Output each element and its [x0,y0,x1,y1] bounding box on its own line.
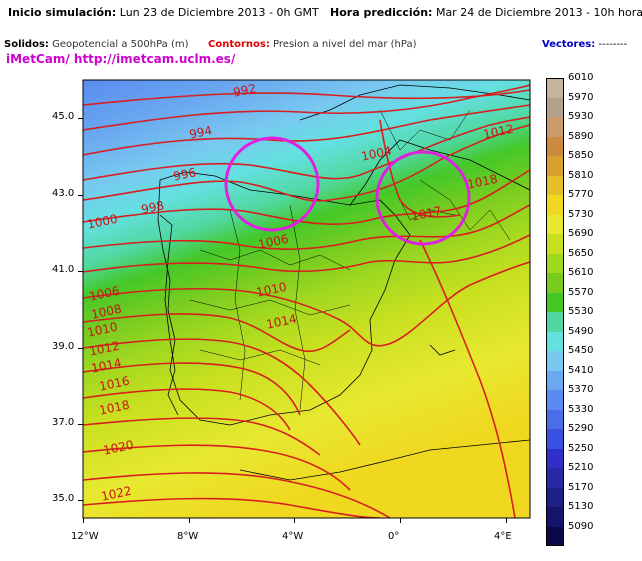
init-time: Inicio simulación: Lun 23 de Diciembre 2… [8,6,319,19]
contours-value: Presion a nivel del mar (hPa) [273,39,417,50]
lat-tick-label: 43.0 [52,188,75,199]
legend-value: 5770 [568,189,594,200]
legend-value: 5490 [568,325,594,337]
legend-value: 5410 [568,364,594,376]
vectors-legend: Vectores: -------- [542,39,627,50]
legend-value: 5850 [568,150,594,161]
lon-tick-mark [400,518,401,523]
solids-legend: Solidos: Geopotencial a 500hPa (m) [4,39,189,50]
geopotential-field [83,80,530,518]
legend-value: 5290 [568,423,594,434]
init-value: Lun 23 de Diciembre 2013 - 0h GMT [119,6,319,19]
legend-value: 5090 [568,520,594,532]
plot-frame [82,79,531,519]
solids-label: Solidos: [4,39,49,50]
legend-value: 5890 [568,130,594,142]
lat-tick-label: 41.0 [52,264,75,275]
lon-tick-label: 4°W [282,531,304,542]
solids-value: Geopotencial a 500hPa (m) [52,39,189,50]
contours-label: Contornos: [208,39,270,50]
lat-tick-label: 35.0 [52,493,75,504]
legend-value: 5570 [568,286,594,298]
legend-value: 5330 [568,403,594,415]
lat-tick-label: 37.0 [52,417,75,428]
lon-tick-mark [189,518,190,523]
prediction-time: Hora predicción: Mar 24 de Diciembre 201… [330,6,642,19]
brand-link[interactable]: iMetCam/ http://imetcam.uclm.es/ [6,52,236,66]
legend-value: 5130 [568,501,594,512]
vectors-value: -------- [598,39,628,50]
lon-tick-label: 0° [388,531,400,542]
legend-value: 6010 [568,72,594,83]
highlight-circle-east [375,150,471,246]
legend-value: 5970 [568,91,594,103]
legend-value: 5170 [568,481,594,493]
contours-legend: Contornos: Presion a nivel del mar (hPa) [208,39,416,50]
highlight-circle-west [224,136,320,232]
lat-tick-mark [78,195,83,196]
prediction-label: Hora predicción: [330,6,433,19]
lat-tick-label: 39.0 [52,341,75,352]
legend-value: 5250 [568,442,594,454]
vectors-label: Vectores: [542,39,596,50]
lon-tick-label: 4°E [494,531,512,542]
lon-tick-label: 8°W [177,531,199,542]
prediction-value: Mar 24 de Diciembre 2013 - 10h hora loca… [435,6,642,19]
legend-value: 5810 [568,169,594,181]
lat-tick-mark [78,118,83,119]
legend-frame [546,78,564,546]
lon-tick-mark [506,518,507,523]
legend-value: 5530 [568,306,594,317]
legend-value: 5930 [568,111,594,122]
lat-tick-label: 45.0 [52,111,75,122]
init-label: Inicio simulación: [8,6,117,19]
lon-tick-mark [83,518,84,523]
lat-tick-mark [78,348,83,349]
lon-tick-label: 12°W [71,531,99,542]
lat-tick-mark [78,271,83,272]
lat-tick-mark [78,500,83,501]
lon-tick-mark [294,518,295,523]
legend-value: 5610 [568,267,594,278]
lat-tick-mark [78,424,83,425]
legend-value: 5450 [568,345,594,356]
legend-value: 5690 [568,228,594,239]
legend-value: 5370 [568,384,594,395]
legend-value: 5730 [568,208,594,220]
legend-value: 5210 [568,462,594,473]
coastlines [157,84,530,481]
legend-value: 5650 [568,247,594,259]
